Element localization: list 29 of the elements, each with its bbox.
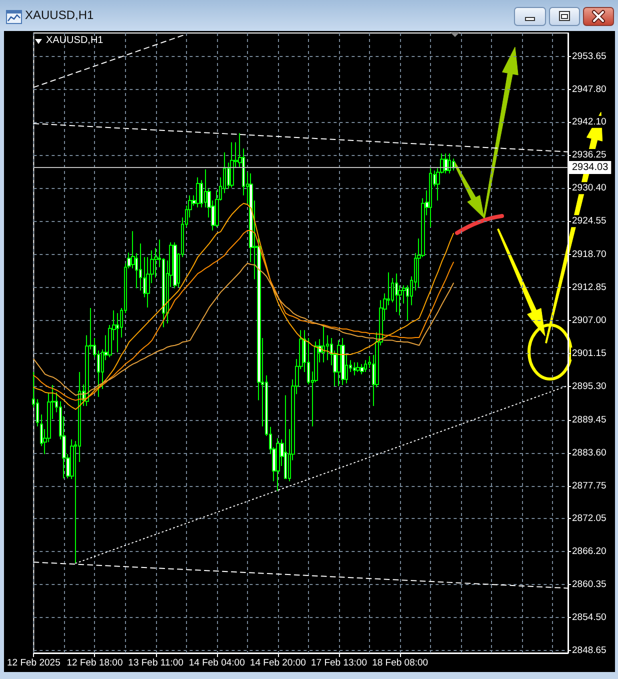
y-tick-label: 2942.10 — [572, 116, 606, 128]
y-tick-label: 2912.85 — [572, 282, 606, 293]
x-tick-label: 12 Feb 2025 — [6, 658, 60, 668]
x-tick-label: 17 Feb 13:00 — [311, 658, 368, 668]
chart-title: XAUUSD,H1 — [25, 8, 94, 23]
y-tick-label: 2936.25 — [572, 149, 606, 160]
ref-line-label: 2934.03 — [572, 162, 609, 174]
x-tick-label: 12 Feb 18:00 — [66, 658, 123, 668]
y-tick-label: 2848.65 — [572, 645, 606, 656]
y-tick-label: 2924.55 — [572, 216, 606, 227]
y-tick-label: 2901.15 — [572, 348, 606, 360]
y-tick-label: 2860.35 — [572, 579, 606, 590]
y-tick-label: 2953.65 — [572, 50, 606, 62]
y-tick-label: 2895.30 — [572, 381, 606, 392]
y-tick-label: 2930.40 — [572, 182, 606, 194]
y-tick-label: 2872.05 — [572, 512, 606, 524]
chart-subtitle: XAUUSD,H1 — [46, 34, 104, 47]
y-tick-label: 2947.80 — [572, 84, 606, 96]
y-tick-label: 2918.70 — [572, 248, 606, 260]
x-tick-label: 14 Feb 20:00 — [250, 658, 306, 668]
y-tick-label: 2866.20 — [572, 546, 606, 557]
x-tick-label: 13 Feb 11:00 — [128, 658, 184, 668]
x-tick-label: 18 Feb 08:00 — [372, 658, 428, 668]
y-tick-label: 2854.50 — [572, 612, 606, 624]
y-tick-label: 2883.60 — [572, 447, 606, 458]
y-tick-label: 2907.00 — [572, 315, 606, 326]
y-tick-label: 2877.75 — [572, 480, 606, 492]
x-tick-label: 14 Feb 04:00 — [188, 658, 245, 668]
y-tick-label: 2889.45 — [572, 414, 606, 426]
